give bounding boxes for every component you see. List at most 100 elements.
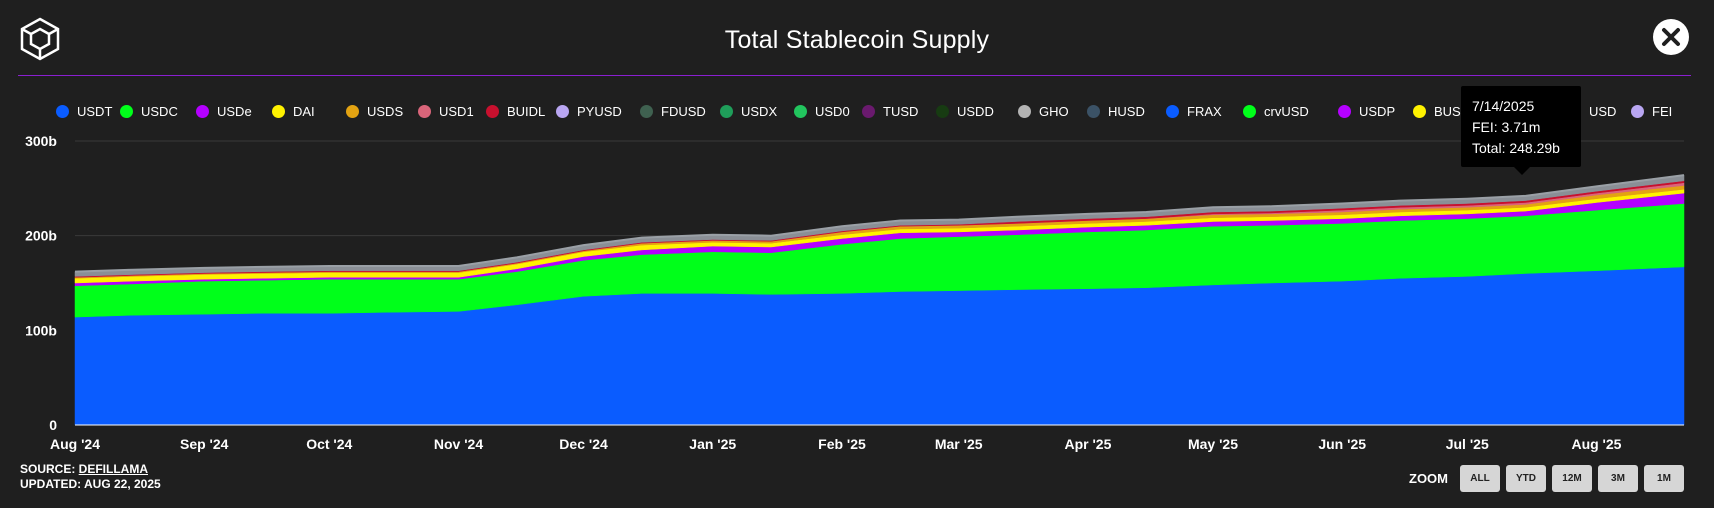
legend-dot <box>556 104 569 118</box>
legend-label: USDT <box>77 103 113 119</box>
x-tick-label: Aug '24 <box>50 436 100 452</box>
source-prefix: SOURCE: <box>20 462 79 476</box>
x-tick-label: Dec '24 <box>559 436 608 452</box>
legend-dot <box>418 104 431 118</box>
source-info: SOURCE: DEFILLAMA UPDATED: AUG 22, 2025 <box>20 462 161 492</box>
close-icon <box>1662 28 1680 46</box>
x-tick-label: Jun '25 <box>1318 436 1366 452</box>
x-tick-label: Nov '24 <box>434 436 483 452</box>
legend-dot <box>640 104 653 118</box>
legend-label: USD1 <box>439 103 474 119</box>
chart-legend: USDT USDC USDe DAI USDS USD1 BUIDL PYUSD FDUSD US… <box>56 101 1676 123</box>
legend-dot <box>120 104 133 118</box>
legend-dot <box>1631 104 1644 118</box>
legend-item-frax[interactable]: FRAX <box>1166 101 1222 121</box>
x-tick-label: Mar '25 <box>935 436 983 452</box>
legend-label: USDD <box>957 103 994 119</box>
zoom-all-button[interactable]: ALL <box>1460 464 1500 492</box>
legend-item-usde[interactable]: USDe <box>196 101 252 121</box>
legend-dot <box>862 104 875 118</box>
legend-dot <box>1166 104 1179 118</box>
total-outline <box>74 174 1685 273</box>
zoom-3m-button[interactable]: 3M <box>1598 464 1638 492</box>
zoom-controls: ZOOM ALL YTD 12M 3M 1M <box>1409 464 1690 492</box>
legend-label: USDe <box>217 103 252 119</box>
chart-tooltip: 7/14/2025 FEI: 3.71m Total: 248.29b <box>1461 86 1581 167</box>
legend-label: USDS <box>367 103 404 119</box>
tooltip-series-value: FEI: 3.71m <box>1472 119 1541 135</box>
legend-item-gho[interactable]: GHO <box>1018 101 1069 121</box>
legend-item-usd1[interactable]: USD1 <box>418 101 474 121</box>
legend-item-usd0[interactable]: USD0 <box>794 101 850 121</box>
zoom-label: ZOOM <box>1409 470 1448 486</box>
legend-label: crvUSD <box>1264 103 1309 119</box>
legend-label: HUSD <box>1108 103 1145 119</box>
cube-logo-icon <box>20 17 60 61</box>
legend-item-crvusd[interactable]: crvUSD <box>1243 101 1309 121</box>
legend-item-usdp[interactable]: USDP <box>1338 101 1395 121</box>
legend-item-fei[interactable]: FEI <box>1631 101 1672 121</box>
legend-dot <box>1018 104 1031 118</box>
zoom-12m-button[interactable]: 12M <box>1552 464 1592 492</box>
legend-item-usdd[interactable]: USDD <box>936 101 994 121</box>
legend-dot <box>1413 104 1426 118</box>
y-tick-label: 0 <box>49 417 57 433</box>
legend-item-usdx[interactable]: USDX <box>720 101 777 121</box>
legend-label: BUIDL <box>507 103 546 119</box>
legend-dot <box>720 104 733 118</box>
legend-dot <box>346 104 359 118</box>
y-tick-label: 300b <box>25 133 57 149</box>
zoom-ytd-button[interactable]: YTD <box>1506 464 1546 492</box>
legend-item-fdusd[interactable]: FDUSD <box>640 101 706 121</box>
legend-dot <box>272 104 285 118</box>
legend-item-tusd[interactable]: TUSD <box>862 101 918 121</box>
legend-item-usdc[interactable]: USDC <box>120 101 178 121</box>
x-tick-label: May '25 <box>1188 436 1238 452</box>
tooltip-pointer <box>1513 166 1531 175</box>
zoom-1m-button[interactable]: 1M <box>1644 464 1684 492</box>
header-divider <box>18 75 1691 76</box>
x-tick-label: Feb '25 <box>818 436 866 452</box>
legend-dot <box>794 104 807 118</box>
x-tick-label: Apr '25 <box>1064 436 1111 452</box>
source-link[interactable]: DEFILLAMA <box>78 462 148 476</box>
legend-label: USDX <box>741 103 778 119</box>
legend-item-husd[interactable]: HUSD <box>1087 101 1145 121</box>
legend-label: USDC <box>141 103 178 119</box>
legend-dot <box>1338 104 1351 118</box>
chart-title: Total Stablecoin Supply <box>724 26 990 54</box>
legend-label: TUSD <box>883 103 919 119</box>
y-tick-label: 100b <box>25 322 57 338</box>
x-tick-label: Jul '25 <box>1446 436 1489 452</box>
legend-item-usds[interactable]: USDS <box>346 101 403 121</box>
legend-label: USDP <box>1359 103 1396 119</box>
close-button[interactable] <box>1653 19 1689 55</box>
legend-dot <box>1243 104 1256 118</box>
legend-dot <box>1087 104 1100 118</box>
legend-label: FRAX <box>1187 103 1222 119</box>
y-tick-label: 200b <box>25 228 57 244</box>
tooltip-date: 7/14/2025 <box>1472 98 1535 114</box>
legend-dot <box>936 104 949 118</box>
legend-item-usdt[interactable]: USDT <box>56 101 112 121</box>
legend-label: FDUSD <box>661 103 706 119</box>
legend-label: USD <box>1589 103 1617 119</box>
x-tick-label: Jan '25 <box>689 436 736 452</box>
x-tick-label: Aug '25 <box>1571 436 1621 452</box>
chart-plot: 0 100b 200b 300b Aug '24 Sep '24 Oct '24 Nov '2… <box>25 133 1685 452</box>
legend-dot <box>196 104 209 118</box>
legend-item-buidl[interactable]: BUIDL <box>486 101 545 121</box>
legend-dot <box>56 104 69 118</box>
legend-label: PYUSD <box>577 103 622 119</box>
x-tick-label: Sep '24 <box>180 436 229 452</box>
x-tick-label: Oct '24 <box>306 436 352 452</box>
legend-item-dai[interactable]: DAI <box>272 101 315 121</box>
legend-label: GHO <box>1039 103 1069 119</box>
legend-label: DAI <box>293 103 315 119</box>
tooltip-total: Total: 248.29b <box>1472 140 1560 156</box>
legend-item-pyusd[interactable]: PYUSD <box>556 101 622 121</box>
updated-date: UPDATED: AUG 22, 2025 <box>20 477 161 491</box>
legend-dot <box>486 104 499 118</box>
legend-label: FEI <box>1652 103 1673 119</box>
legend-label: USD0 <box>815 103 850 119</box>
